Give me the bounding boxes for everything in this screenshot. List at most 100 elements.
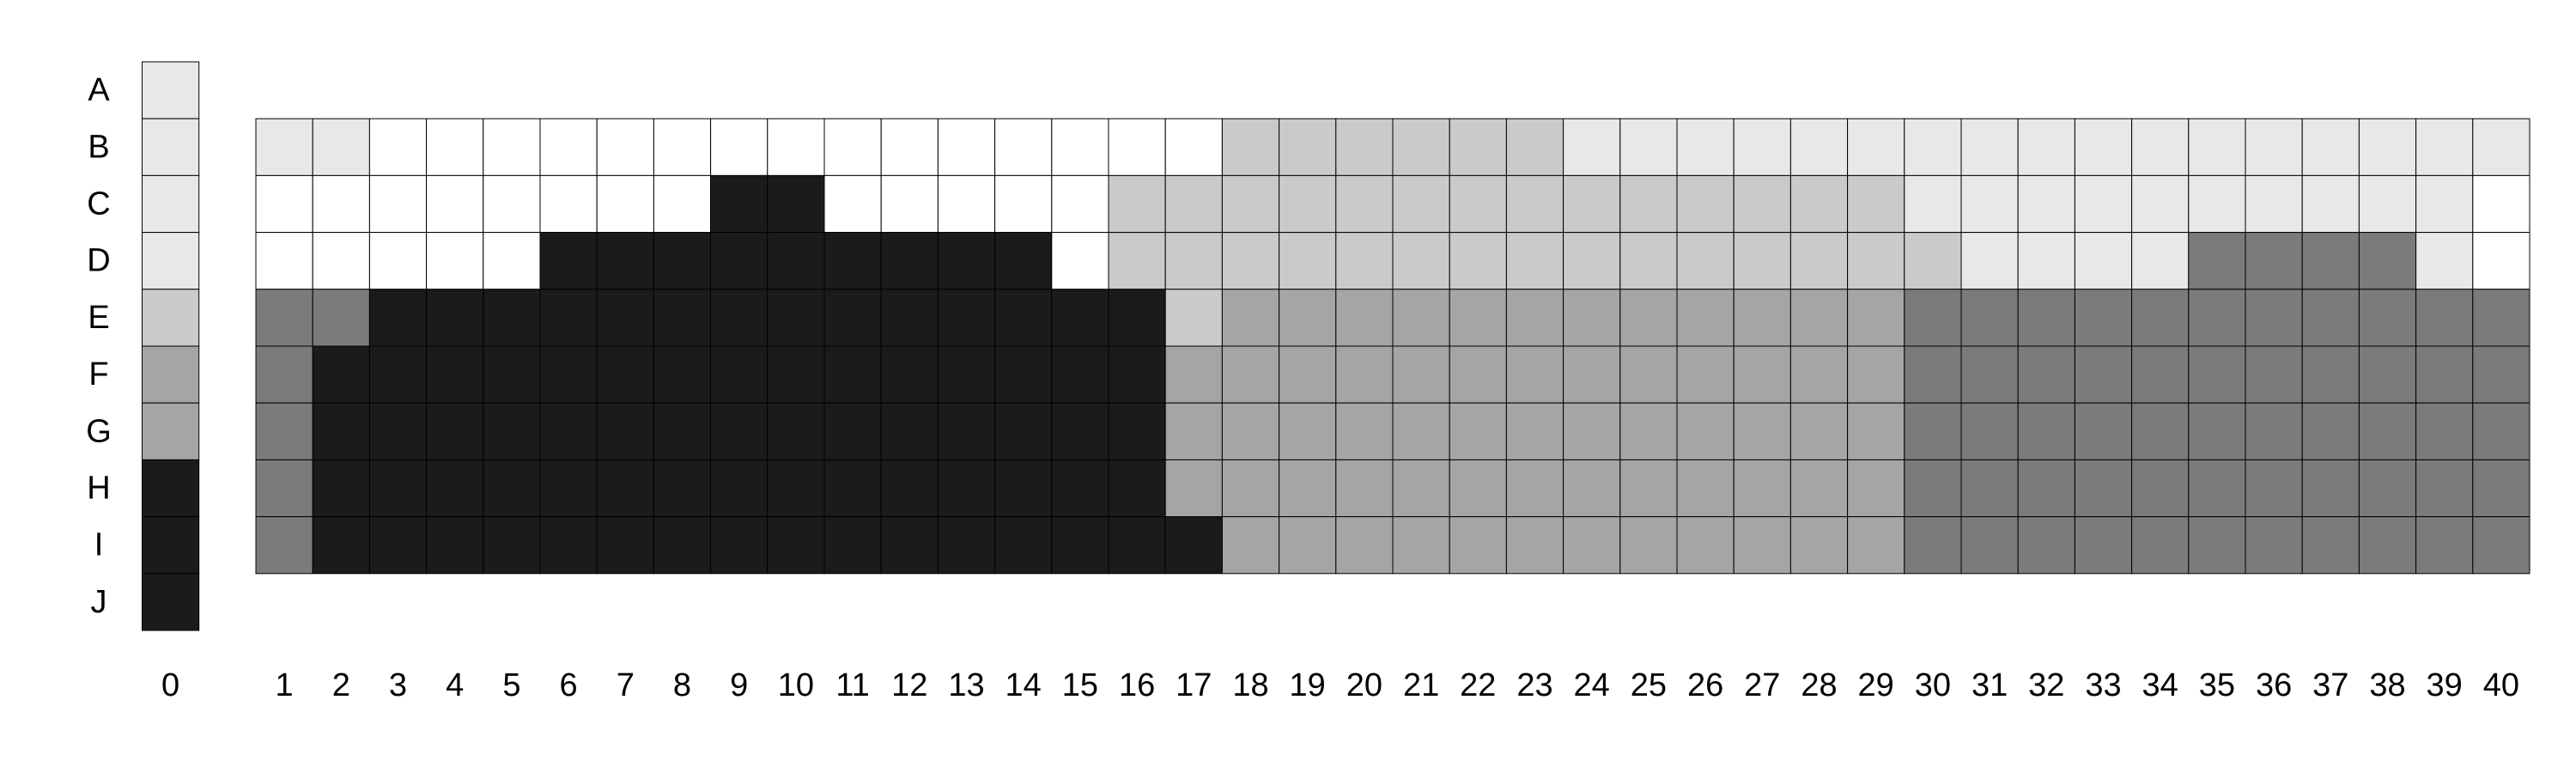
cell-g-17 [1164, 402, 1223, 460]
cell-e-6 [539, 289, 598, 347]
cell-i-28 [1789, 516, 1849, 575]
row-label-j: J [91, 584, 107, 620]
cell-h-9 [710, 459, 769, 518]
cell-h-5 [483, 459, 541, 518]
cell-b-8 [653, 118, 712, 176]
cell-f-26 [1676, 345, 1735, 404]
cell-c-29 [1847, 174, 1905, 234]
cell-d-20 [1335, 232, 1394, 290]
cell-c-1 [255, 174, 313, 234]
cell-h-16 [1108, 459, 1166, 518]
cell-i-31 [1960, 516, 2019, 575]
cell-d-32 [2017, 232, 2075, 290]
cell-c-37 [2301, 174, 2360, 234]
cell-f-2 [312, 345, 370, 404]
cell-d-26 [1676, 232, 1735, 290]
cell-d-1 [255, 232, 313, 290]
cell-b-29 [1847, 118, 1905, 176]
cell-c-24 [1563, 174, 1621, 234]
cell-g-20 [1335, 402, 1394, 460]
cell-d-24 [1563, 232, 1621, 290]
cell-g-39 [2415, 402, 2474, 460]
column-label-5: 5 [502, 667, 520, 703]
cell-d-11 [823, 232, 882, 290]
cell-g-37 [2301, 402, 2360, 460]
cell-c-30 [1904, 174, 1962, 234]
cell-g-9 [710, 402, 769, 460]
cell-h-21 [1392, 459, 1450, 518]
cell-c-6 [539, 174, 598, 234]
cell-d-37 [2301, 232, 2360, 290]
cell-c-36 [2245, 174, 2303, 234]
cell-h-7 [596, 459, 654, 518]
cell-b-14 [994, 118, 1053, 176]
cell-e-15 [1051, 289, 1109, 347]
cell-i-40 [2472, 516, 2530, 575]
column-label-26: 26 [1687, 667, 1723, 703]
cell-i-11 [823, 516, 882, 575]
column-label-34: 34 [2142, 667, 2178, 703]
cell-e-39 [2415, 289, 2474, 347]
cell-h-17 [1164, 459, 1223, 518]
cell-h-19 [1279, 459, 1337, 518]
cell-f-17 [1164, 345, 1223, 404]
cell-g-26 [1676, 402, 1735, 460]
cell-b-17 [1164, 118, 1223, 176]
cell-h-15 [1051, 459, 1109, 518]
cell-c-15 [1051, 174, 1109, 234]
cell-b-15 [1051, 118, 1109, 176]
cell-h-38 [2358, 459, 2417, 518]
cell-c-32 [2017, 174, 2075, 234]
column-label-16: 16 [1119, 667, 1155, 703]
cell-b-1 [255, 118, 313, 176]
cell-i-5 [483, 516, 541, 575]
cell-i-7 [596, 516, 654, 575]
cell-c-18 [1221, 174, 1280, 234]
reference-cell-d [142, 232, 200, 290]
cell-d-21 [1392, 232, 1450, 290]
cell-c-10 [767, 174, 825, 234]
column-label-33: 33 [2085, 667, 2121, 703]
cell-e-23 [1505, 289, 1564, 347]
cell-d-12 [880, 232, 939, 290]
cell-d-19 [1279, 232, 1337, 290]
cell-b-35 [2188, 118, 2246, 176]
column-label-37: 37 [2312, 667, 2348, 703]
cell-c-22 [1449, 174, 1507, 234]
cell-f-33 [2074, 345, 2133, 404]
cell-e-2 [312, 289, 370, 347]
column-label-22: 22 [1460, 667, 1496, 703]
cell-f-15 [1051, 345, 1109, 404]
cell-c-11 [823, 174, 882, 234]
cell-g-4 [426, 402, 484, 460]
cell-b-33 [2074, 118, 2133, 176]
cell-f-13 [937, 345, 996, 404]
cell-d-10 [767, 232, 825, 290]
cell-e-9 [710, 289, 769, 347]
column-label-7: 7 [617, 667, 635, 703]
cell-e-18 [1221, 289, 1280, 347]
cell-e-11 [823, 289, 882, 347]
cell-f-40 [2472, 345, 2530, 404]
cell-g-34 [2131, 402, 2190, 460]
cell-h-35 [2188, 459, 2246, 518]
column-label-17: 17 [1176, 667, 1212, 703]
reference-cell-g [142, 402, 200, 460]
column-label-11: 11 [835, 667, 869, 703]
cell-i-25 [1619, 516, 1678, 575]
reference-cell-h [142, 459, 200, 518]
column-label-23: 23 [1516, 667, 1552, 703]
cell-i-37 [2301, 516, 2360, 575]
column-label-9: 9 [730, 667, 748, 703]
cell-d-39 [2415, 232, 2474, 290]
cell-e-14 [994, 289, 1053, 347]
column-label-4: 4 [446, 667, 464, 703]
cell-c-8 [653, 174, 712, 234]
cell-c-28 [1789, 174, 1849, 234]
cell-i-29 [1847, 516, 1905, 575]
cell-i-22 [1449, 516, 1507, 575]
cell-e-12 [880, 289, 939, 347]
cell-f-16 [1108, 345, 1166, 404]
